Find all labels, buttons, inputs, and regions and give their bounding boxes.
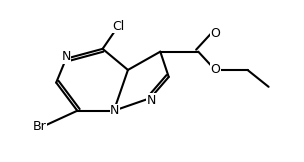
Text: O: O [210, 64, 220, 76]
Text: N: N [61, 50, 71, 63]
Text: N: N [110, 104, 119, 117]
Text: Cl: Cl [112, 20, 124, 33]
Text: N: N [147, 93, 156, 106]
Text: Br: Br [33, 120, 47, 133]
Text: O: O [210, 27, 220, 40]
